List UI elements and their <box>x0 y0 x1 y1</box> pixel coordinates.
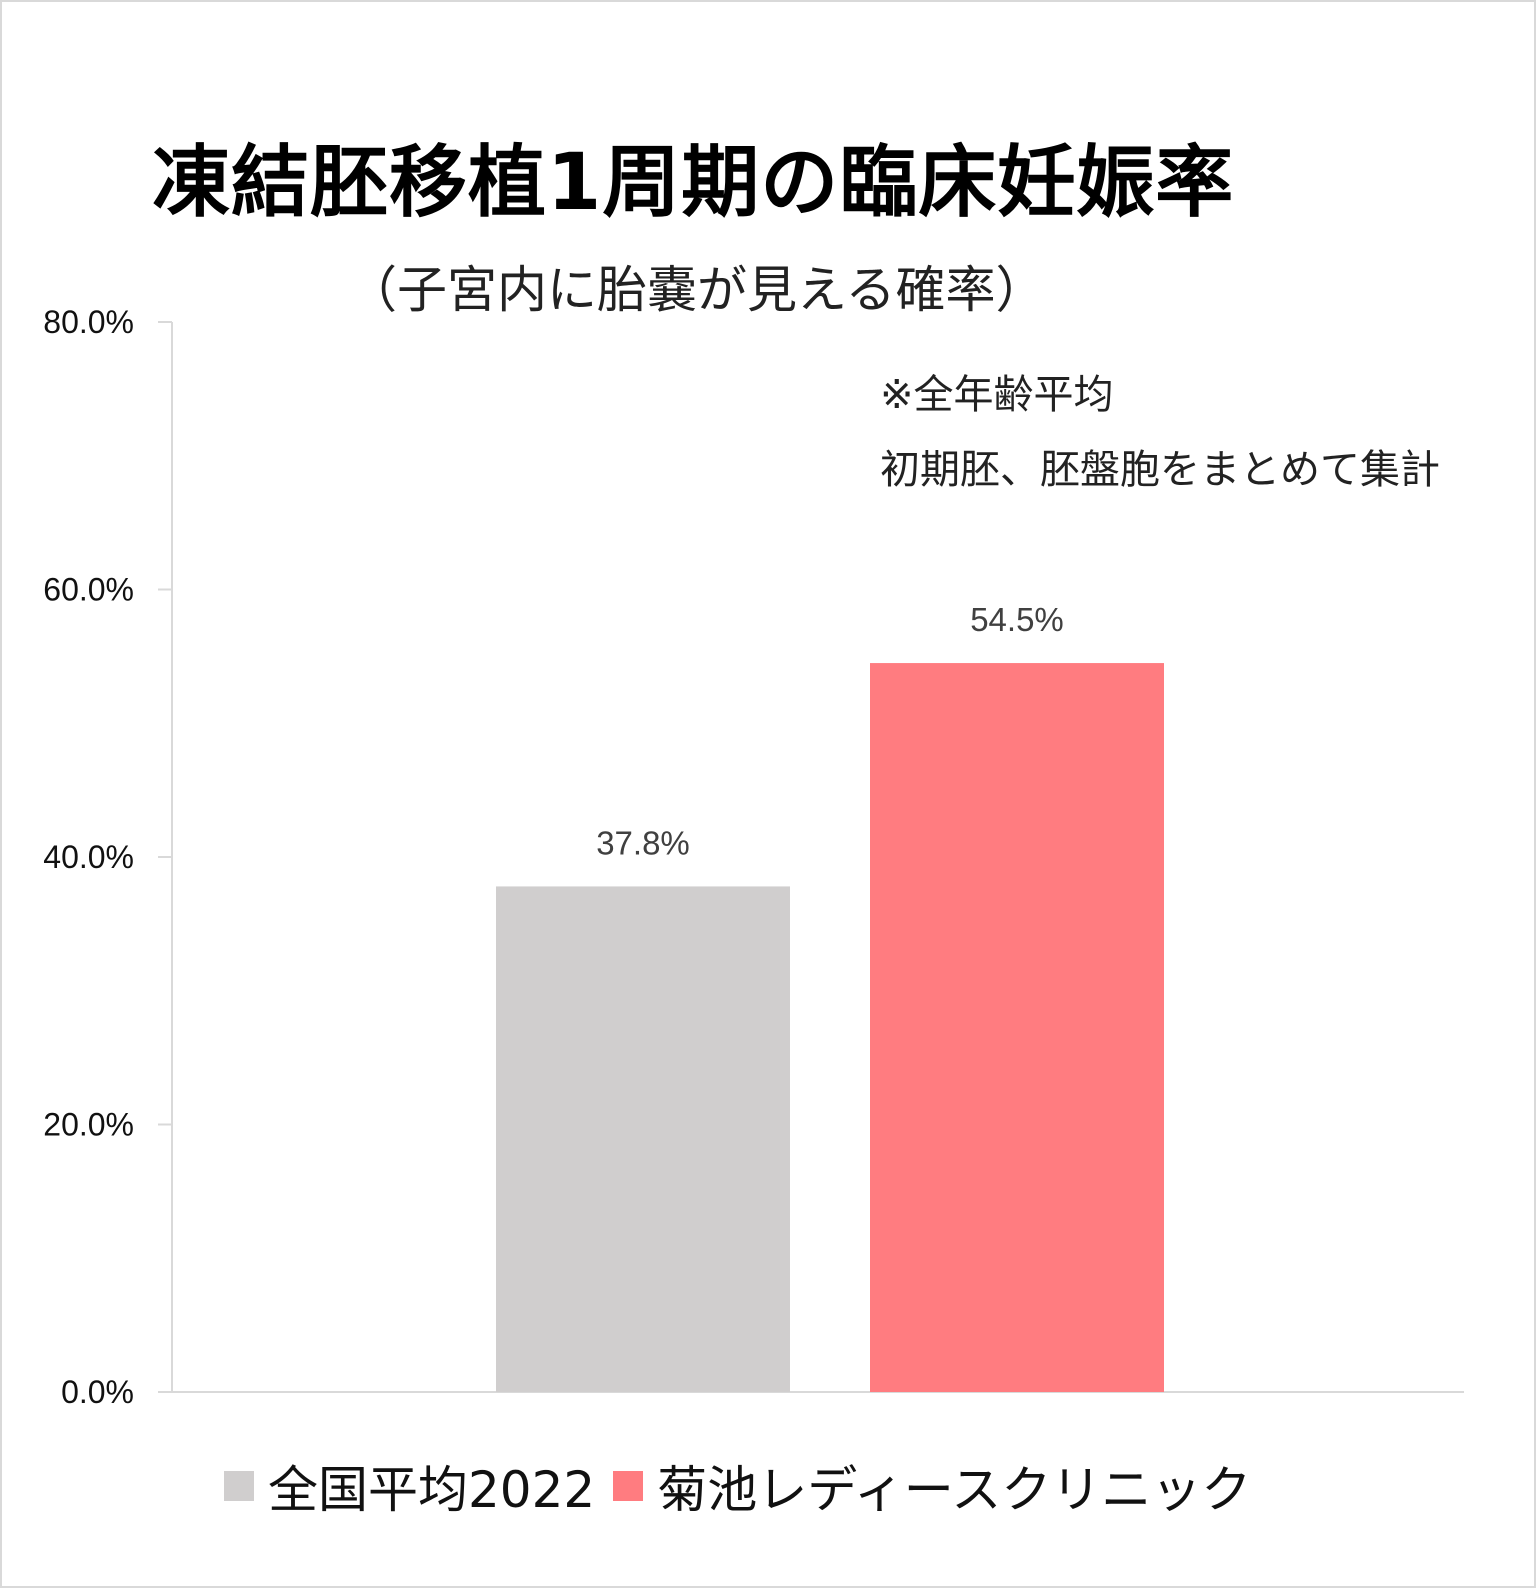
legend: 全国平均2022 菊池レディースクリニック <box>224 1450 1269 1522</box>
legend-item-clinic: 菊池レディースクリニック <box>613 1450 1251 1522</box>
bar-clinic <box>870 663 1164 1392</box>
legend-label-national: 全国平均2022 <box>268 1461 596 1519</box>
note-age: ※全年齢平均 <box>880 372 1114 418</box>
legend-swatch-clinic <box>613 1471 644 1501</box>
y-tick-label: 40.0% <box>43 839 134 875</box>
legend-label-clinic: 菊池レディースクリニック <box>657 1461 1252 1519</box>
y-tick-label: 60.0% <box>43 572 134 608</box>
legend-item-national: 全国平均2022 <box>224 1450 595 1522</box>
y-tick-label: 80.0% <box>43 304 134 340</box>
data-label-clinic: 54.5% <box>970 601 1064 638</box>
legend-swatch-national <box>224 1471 254 1501</box>
note-method: 初期胚、胚盤胞をまとめて集計 <box>880 447 1440 493</box>
y-tick-label: 20.0% <box>43 1107 134 1143</box>
chart-subtitle: （子宮内に胎嚢が見える確率） <box>347 261 1046 319</box>
bar-national <box>496 886 790 1392</box>
data-label-national: 37.8% <box>596 824 690 861</box>
y-tick-label: 0.0% <box>61 1374 134 1410</box>
chart-title: 凍結胚移植1周期の臨床妊娠率 <box>152 138 1235 228</box>
